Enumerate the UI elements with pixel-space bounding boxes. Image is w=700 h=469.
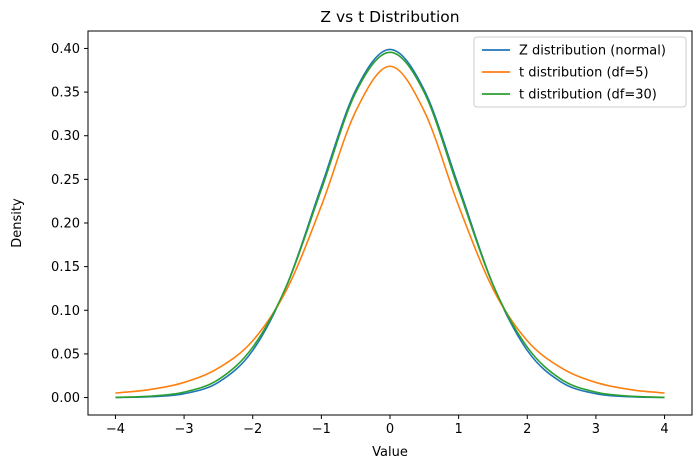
- series-line-1: [115, 65, 665, 394]
- x-tick-label: −2: [243, 422, 262, 437]
- x-tick-label: 1: [454, 422, 462, 437]
- y-tick-label: 0.20: [51, 217, 80, 232]
- y-tick-label: 0.15: [51, 260, 80, 275]
- series-layer: [115, 48, 665, 399]
- x-tick-label: 3: [592, 422, 600, 437]
- y-axis-label: Density: [10, 198, 25, 248]
- y-tick-label: 0.40: [51, 42, 80, 57]
- y-tick-label: 0.30: [51, 129, 80, 144]
- series-line-2: [115, 51, 665, 399]
- x-axis-label: Value: [372, 445, 408, 460]
- x-tick-label: 2: [523, 422, 531, 437]
- y-tick-label: 0.00: [51, 391, 80, 406]
- x-axis: −4 −3 −2 −1 0 1 2 3 4: [106, 415, 669, 437]
- y-tick-label: 0.35: [51, 86, 80, 101]
- legend-label: t distribution (df=30): [519, 88, 657, 103]
- x-tick-label: −1: [312, 422, 331, 437]
- y-axis: 0.00 0.05 0.10 0.15 0.20 0.25 0.30 0.35 0.40: [51, 42, 88, 406]
- legend: Z distribution (normal) t distribution (d…: [473, 36, 687, 108]
- y-tick-label: 0.05: [51, 347, 80, 362]
- y-tick-label: 0.10: [51, 304, 80, 319]
- x-tick-label: 0: [386, 422, 394, 437]
- legend-label: t distribution (df=5): [519, 66, 649, 81]
- legend-label: Z distribution (normal): [519, 44, 666, 59]
- x-tick-label: −3: [175, 422, 194, 437]
- legend-box: [473, 36, 687, 108]
- y-tick-label: 0.25: [51, 173, 80, 188]
- x-tick-label: −4: [106, 422, 125, 437]
- series-line-0: [115, 48, 665, 399]
- x-tick-label: 4: [660, 422, 668, 437]
- chart-title: Z vs t Distribution: [320, 8, 459, 26]
